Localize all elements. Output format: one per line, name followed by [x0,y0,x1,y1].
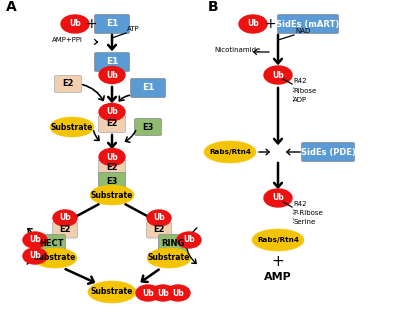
Text: E2: E2 [106,119,118,128]
Text: Ribose: Ribose [293,88,316,94]
Text: B: B [208,0,219,14]
Ellipse shape [23,248,47,264]
Text: Ub: Ub [183,236,195,245]
FancyBboxPatch shape [98,160,126,177]
Text: SidEs (PDE): SidEs (PDE) [300,148,356,157]
Text: E2: E2 [153,225,165,235]
Text: R42: R42 [293,201,306,207]
Ellipse shape [264,66,292,84]
FancyBboxPatch shape [54,75,82,92]
Text: A: A [6,0,17,14]
Text: Rabs/Rtn4: Rabs/Rtn4 [209,149,251,155]
Text: Ub: Ub [142,289,154,298]
Ellipse shape [239,15,267,33]
Ellipse shape [147,210,171,226]
Ellipse shape [151,285,175,301]
Ellipse shape [264,189,292,207]
Ellipse shape [252,229,304,251]
Text: R42: R42 [293,78,306,84]
FancyBboxPatch shape [98,172,126,189]
FancyBboxPatch shape [130,79,166,98]
FancyBboxPatch shape [94,53,130,72]
FancyBboxPatch shape [94,14,130,33]
Ellipse shape [61,15,89,33]
Text: E2: E2 [59,225,71,235]
Text: Ub: Ub [153,213,165,222]
Ellipse shape [88,281,136,303]
Text: +: + [272,254,284,268]
Text: E2: E2 [106,163,118,172]
Text: Substrate: Substrate [34,254,76,263]
Text: Ub: Ub [272,71,284,80]
Ellipse shape [33,248,77,268]
Text: Substrate: Substrate [91,288,133,297]
FancyBboxPatch shape [302,143,354,161]
Ellipse shape [136,285,160,301]
Text: RING: RING [161,239,185,247]
Ellipse shape [99,103,125,120]
Text: Rabs/Rtn4: Rabs/Rtn4 [257,237,299,243]
FancyBboxPatch shape [98,116,126,133]
Text: E1: E1 [142,83,154,92]
Ellipse shape [53,210,77,226]
FancyBboxPatch shape [146,222,172,238]
Ellipse shape [50,117,94,137]
Text: AMP: AMP [264,272,292,282]
Text: HECT: HECT [39,239,63,247]
Text: Ub: Ub [272,194,284,203]
FancyBboxPatch shape [278,14,338,33]
FancyBboxPatch shape [158,235,188,251]
Text: Substrate: Substrate [91,190,133,199]
FancyBboxPatch shape [36,235,66,251]
Text: Nicotinamide: Nicotinamide [214,47,260,53]
Text: SidEs (mART): SidEs (mART) [276,20,340,29]
Text: Ub: Ub [29,236,41,245]
Text: Substrate: Substrate [51,123,93,132]
Ellipse shape [23,232,47,248]
Ellipse shape [166,285,190,301]
Text: AMP+PPi: AMP+PPi [52,37,83,43]
Ellipse shape [204,141,256,163]
Text: Ub: Ub [59,213,71,222]
Text: Serine: Serine [293,219,315,225]
Text: +: + [85,17,97,31]
Text: ATP: ATP [127,26,140,32]
Text: Ub: Ub [247,20,259,29]
Text: Ub: Ub [172,289,184,298]
Ellipse shape [99,149,125,166]
Text: E3: E3 [106,177,118,186]
Text: ADP: ADP [293,97,307,103]
Text: E1: E1 [106,20,118,29]
Ellipse shape [90,185,134,205]
FancyBboxPatch shape [134,118,162,135]
Text: P-Ribose: P-Ribose [293,210,323,216]
Text: +: + [264,17,276,31]
Text: Ub: Ub [106,108,118,117]
FancyBboxPatch shape [52,222,78,238]
Text: Ub: Ub [157,289,169,298]
Text: E2: E2 [62,80,74,89]
Text: Ub: Ub [106,152,118,161]
Text: Ub: Ub [29,251,41,261]
Text: NAD: NAD [295,28,310,34]
Text: Substrate: Substrate [148,254,190,263]
Text: E3: E3 [142,123,154,132]
Ellipse shape [177,232,201,248]
Text: Ub: Ub [69,20,81,29]
Text: E1: E1 [106,57,118,66]
Ellipse shape [147,248,191,268]
Ellipse shape [99,66,125,83]
Text: Ub: Ub [106,71,118,80]
